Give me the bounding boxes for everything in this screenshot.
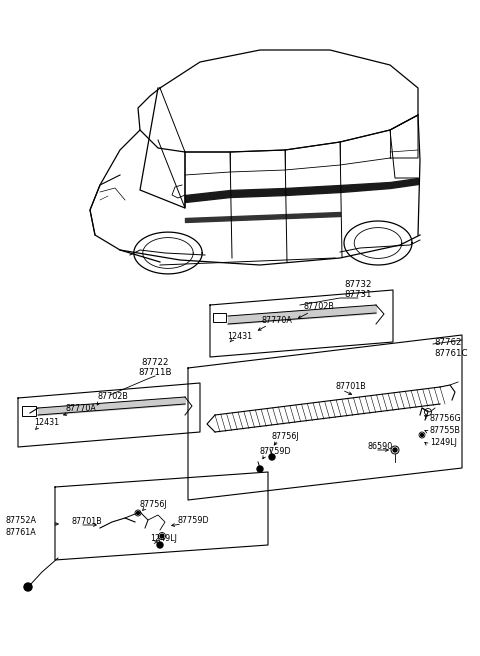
Text: 87770A: 87770A [262,316,293,325]
Text: 87755B: 87755B [430,426,461,435]
Text: 87762: 87762 [434,338,461,347]
Circle shape [393,448,397,452]
Text: 87752A: 87752A [5,516,36,525]
Text: 87761A: 87761A [5,528,36,537]
Circle shape [160,534,164,538]
Text: 87761C: 87761C [434,349,468,358]
Text: 87756G: 87756G [430,414,462,423]
Circle shape [24,583,32,591]
Circle shape [420,434,423,436]
Text: 1249LJ: 1249LJ [430,438,457,447]
Text: 87722: 87722 [141,358,169,367]
Text: 12431: 12431 [34,418,59,427]
Bar [22,406,36,416]
Bar [213,313,226,322]
Text: 87759D: 87759D [260,447,292,456]
Text: 87756J: 87756J [272,432,300,441]
Text: 86590: 86590 [368,442,393,451]
Text: 87731: 87731 [344,290,372,299]
Text: 87732: 87732 [344,280,372,289]
Circle shape [136,512,140,514]
Text: 87701B: 87701B [72,517,103,526]
Circle shape [157,542,163,548]
Text: 87701B: 87701B [335,382,366,391]
Circle shape [257,466,263,472]
Text: 87759D: 87759D [178,516,210,525]
Text: 1249LJ: 1249LJ [150,534,177,543]
Text: 87711B: 87711B [138,368,172,377]
Text: 87702B: 87702B [303,302,334,311]
Circle shape [269,454,275,460]
Text: 87756J: 87756J [140,500,168,509]
Text: 87770A: 87770A [65,404,96,413]
Text: 87702B: 87702B [98,392,129,401]
Text: 12431: 12431 [227,332,252,341]
